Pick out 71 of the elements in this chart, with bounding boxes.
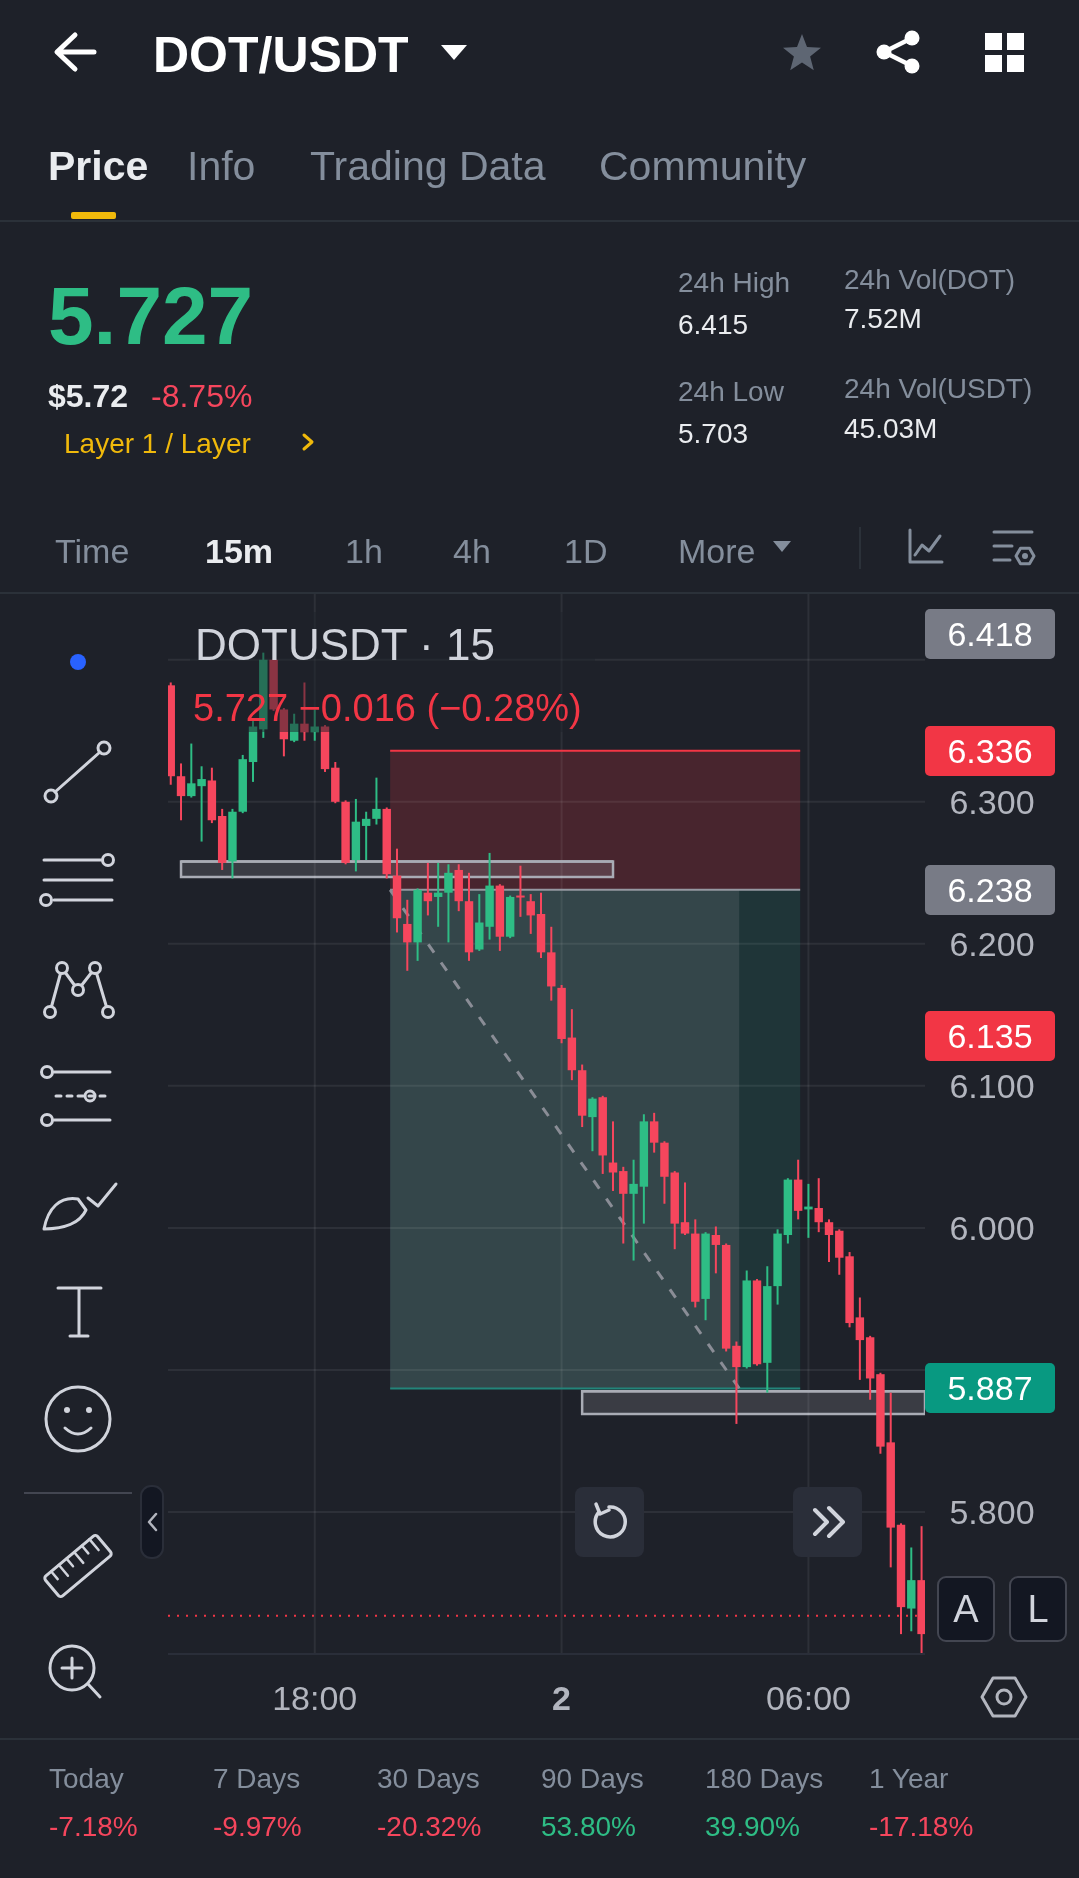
candlestick: [814, 1177, 823, 1234]
text: 39.90%: [705, 1811, 800, 1842]
candlestick: [361, 810, 371, 862]
x-tick-label: 06:00: [765, 1679, 851, 1717]
x-tick-label: 2: [552, 1679, 572, 1717]
text: 24h Low: [678, 376, 785, 407]
text: 45.03M: [844, 413, 938, 444]
text: 30 Days: [377, 1763, 480, 1794]
text: -7.18%: [49, 1811, 138, 1842]
text: 6.135: [947, 1017, 1033, 1055]
text: 15m: [205, 532, 274, 570]
text: L: [1027, 1588, 1049, 1630]
candlestick: [176, 762, 186, 822]
text: DOTUSDT · 15: [195, 620, 495, 669]
text: 6.415: [678, 309, 749, 340]
text: More: [678, 532, 756, 570]
chart-title: DOT/USDT: [153, 27, 409, 83]
text: 6.336: [947, 732, 1033, 770]
text: 7 Days: [213, 1763, 301, 1794]
text: A: [953, 1588, 980, 1630]
y-tick-label: 6.300: [949, 782, 1035, 821]
text: 5.887: [947, 1369, 1033, 1407]
candlestick: [855, 1296, 865, 1381]
text: 1 Year: [869, 1763, 949, 1794]
text: -20.32%: [377, 1811, 482, 1842]
x-tick-label: 18:00: [272, 1679, 358, 1717]
text: 5.727: [48, 270, 254, 361]
y-tick-label: 5.800: [949, 1492, 1035, 1531]
candlestick: [444, 863, 453, 944]
text: 90 Days: [541, 1763, 644, 1794]
text: 180 Days: [705, 1763, 824, 1794]
text: 1D: [564, 532, 608, 570]
text: -9.97%: [213, 1811, 302, 1842]
candlestick: [619, 1165, 628, 1245]
text: Community: [599, 143, 807, 189]
text: 1h: [345, 532, 383, 570]
text: 24h Vol(USDT): [844, 373, 1033, 404]
text: -8.75%: [151, 378, 253, 414]
text: 4h: [453, 532, 491, 570]
text: 6.238: [947, 871, 1033, 909]
annotation: 5.727 −0.016 (−0.28%): [193, 687, 582, 729]
candlestick: [824, 1218, 834, 1263]
candlestick: [711, 1225, 721, 1275]
candlestick: [289, 712, 299, 744]
text: Today: [49, 1763, 124, 1794]
text: Time: [55, 532, 130, 570]
candlestick: [403, 898, 412, 972]
candlestick: [629, 1158, 638, 1262]
text: 24h High: [678, 267, 791, 298]
candlestick: [588, 1096, 597, 1153]
text: Price: [48, 143, 149, 189]
text: $5.72: [48, 378, 129, 414]
y-tick-label: 6.200: [949, 924, 1035, 963]
text: Layer 1 / Layer: [64, 428, 251, 459]
text: 6.418: [947, 615, 1033, 653]
y-tick-label: 6.100: [949, 1066, 1035, 1105]
candlestick: [680, 1181, 690, 1236]
text: Info: [187, 143, 256, 189]
candlestick: [372, 776, 381, 826]
y-tick-label: 6.000: [949, 1208, 1035, 1247]
candlestick: [608, 1120, 618, 1192]
text: 24h Vol(DOT): [844, 264, 1016, 295]
candlestick: [516, 864, 525, 918]
candlestick: [732, 1340, 741, 1425]
text: -17.18%: [869, 1811, 974, 1842]
text: 53.80%: [541, 1811, 636, 1842]
text: Trading Data: [310, 143, 546, 189]
candlestick: [649, 1111, 659, 1154]
candlestick: [526, 893, 535, 935]
text: 7.52M: [844, 303, 922, 334]
text: 5.703: [678, 418, 749, 449]
